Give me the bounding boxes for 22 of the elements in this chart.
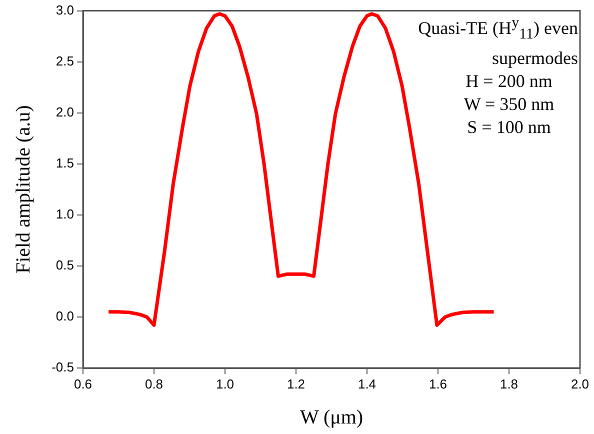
y-tick-label: 1.5 [56, 155, 74, 170]
x-tick-label: 1.6 [428, 376, 448, 392]
x-tick-label: 1.4 [358, 376, 376, 392]
x-tick-label: 0.8 [144, 376, 164, 392]
y-tick-label: 3.0 [56, 2, 74, 18]
annotation: W = 350 nm [462, 92, 556, 116]
y-axis-title: Field amplitude (a.u) [12, 105, 34, 274]
annotation: H = 200 nm [464, 70, 554, 93]
y-tick-label: 2.0 [56, 104, 74, 120]
annotation: Quasi-TE (H$^{y}$$_{11}$) even supermodes [417, 14, 578, 70]
x-tick-label: 0.6 [74, 376, 92, 392]
y-tick-label: 1.0 [56, 206, 74, 222]
x-tick-label: 2.0 [570, 376, 590, 392]
x-tick-label: 1.2 [286, 376, 306, 392]
y-tick-label: -0.5 [52, 360, 74, 375]
y-tick-label: 2.5 [56, 53, 74, 68]
y-tick-label: 0.0 [56, 308, 74, 324]
x-tick-label: 1.0 [216, 376, 234, 392]
y-tick-label: 0.5 [56, 258, 74, 273]
annotation: S = 100 nm [466, 116, 552, 139]
x-tick-label: 1.8 [500, 376, 518, 392]
x-axis-title: W (μm) [300, 406, 364, 428]
